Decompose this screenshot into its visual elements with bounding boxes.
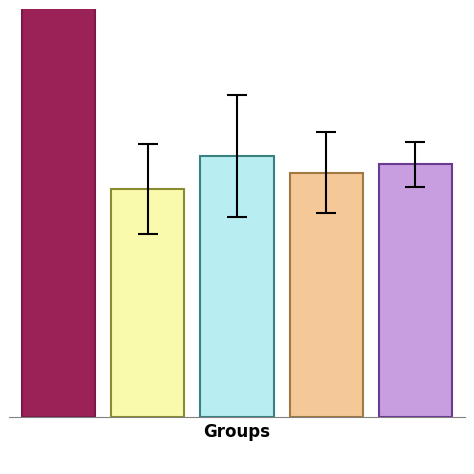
X-axis label: Groups: Groups [203,423,271,441]
Bar [201,156,273,417]
Bar [290,173,363,417]
Bar [379,164,452,417]
Bar [22,0,95,417]
Bar [111,189,184,417]
